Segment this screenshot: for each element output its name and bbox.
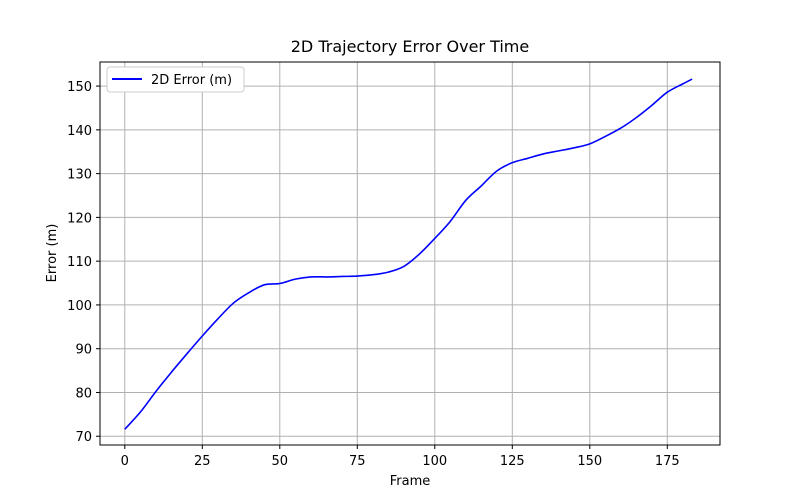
- x-tick-label: 150: [577, 454, 602, 469]
- plot-area-frame: [99, 61, 721, 446]
- y-tick-label: 80: [75, 386, 92, 401]
- y-tick-label: 90: [75, 343, 92, 358]
- chart-title: 2D Trajectory Error Over Time: [291, 37, 529, 56]
- y-tick-label: 150: [67, 80, 92, 95]
- legend-label: 2D Error (m): [151, 73, 232, 88]
- y-tick-label: 120: [67, 211, 92, 226]
- x-axis-label: Frame: [390, 474, 431, 489]
- axis-ticks: 0 25 50 75 100 125 150 175 70 80 90 100 110 120 130 140…: [67, 80, 680, 469]
- series-layer: [124, 78, 693, 430]
- x-tick-label: 175: [655, 454, 680, 469]
- x-tick-label: 0: [121, 454, 129, 469]
- y-tick-label: 130: [67, 168, 92, 183]
- grid: [100, 62, 720, 445]
- x-tick-label: 25: [194, 454, 211, 469]
- x-tick-label: 100: [422, 454, 447, 469]
- y-tick-label: 110: [67, 255, 92, 270]
- y-tick-label: 140: [67, 124, 92, 139]
- legend-box: [106, 66, 245, 93]
- x-tick-label: 75: [349, 454, 366, 469]
- x-tick-label: 50: [272, 454, 289, 469]
- legend: 2D Error (m): [106, 66, 245, 93]
- x-tick-label: 125: [500, 454, 525, 469]
- y-tick-label: 100: [67, 299, 92, 314]
- y-tick-label: 70: [75, 430, 92, 445]
- y-axis-label: Error (m): [45, 224, 60, 283]
- series-line-2d-error: [124, 78, 693, 430]
